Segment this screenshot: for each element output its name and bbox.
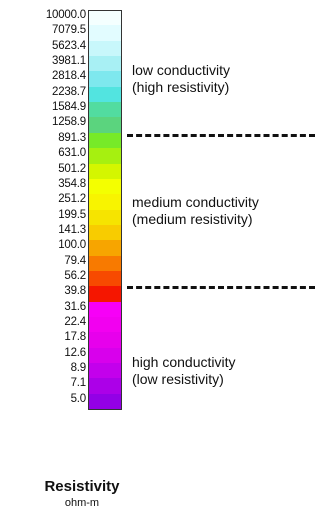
tick-label: 100.0 <box>58 239 86 252</box>
color-swatch <box>88 393 122 410</box>
legend-title: Resistivity <box>44 478 120 495</box>
tick-label: 1584.9 <box>52 101 86 114</box>
boundary-line-upper <box>127 134 315 137</box>
color-swatch <box>88 224 122 241</box>
color-swatch <box>88 71 122 88</box>
tick-label: 5.0 <box>70 392 87 405</box>
tick-label: 12.6 <box>64 346 86 359</box>
color-swatch <box>88 194 122 211</box>
zone-label-low-conductivity: low conductivity (high resistivity) <box>132 62 231 95</box>
tick-label: 251.2 <box>58 193 86 206</box>
color-swatch <box>88 301 122 318</box>
tick-label: 8.9 <box>70 362 87 375</box>
tick-label: 3981.1 <box>52 55 86 68</box>
tick-label: 7.1 <box>70 377 87 390</box>
tick-label: 1258.9 <box>52 116 86 129</box>
tick-label: 354.8 <box>58 177 86 190</box>
color-swatch <box>88 132 122 149</box>
color-swatch <box>88 347 122 364</box>
color-swatch <box>88 240 122 257</box>
tick-label: 5623.4 <box>52 39 86 52</box>
color-swatch <box>88 102 122 118</box>
color-swatch <box>88 25 122 42</box>
boundary-line-lower <box>127 286 315 289</box>
tick-label: 22.4 <box>64 316 86 328</box>
color-swatch <box>88 56 122 72</box>
color-swatch <box>88 40 122 57</box>
color-swatch <box>88 255 122 272</box>
tick-label: 891.3 <box>58 131 86 144</box>
color-swatch <box>88 286 122 303</box>
tick-label: 39.8 <box>64 285 86 298</box>
legend-unit: ohm-m <box>64 497 100 509</box>
tick-label: 79.4 <box>64 254 86 267</box>
color-swatch <box>88 117 122 134</box>
tick-label: 7079.5 <box>52 24 86 37</box>
tick-label: 2818.4 <box>52 70 86 83</box>
zone-label-high-conductivity: high conductivity (low resistivity) <box>132 354 236 387</box>
color-swatch <box>88 363 122 379</box>
color-swatch <box>88 163 122 180</box>
color-swatch <box>88 86 122 103</box>
color-swatch <box>88 317 122 333</box>
zone-label-medium-conductivity: medium conductivity (medium resistivity) <box>132 194 259 227</box>
color-swatch <box>88 10 122 26</box>
color-swatch <box>88 178 122 195</box>
color-swatch <box>88 148 122 164</box>
tick-label: 199.5 <box>58 208 86 221</box>
tick-label: 501.2 <box>58 162 86 175</box>
color-swatch <box>88 378 122 395</box>
color-swatch <box>88 209 122 226</box>
color-swatch <box>88 332 122 349</box>
tick-label: 631.0 <box>58 147 86 160</box>
tick-label: 10000.0 <box>45 9 86 21</box>
tick-label: 17.8 <box>64 331 86 344</box>
tick-label: 31.6 <box>64 300 86 313</box>
tick-label: 56.2 <box>64 269 86 282</box>
tick-label: 2238.7 <box>52 85 86 98</box>
color-swatch <box>88 270 122 287</box>
tick-label: 141.3 <box>58 223 86 236</box>
